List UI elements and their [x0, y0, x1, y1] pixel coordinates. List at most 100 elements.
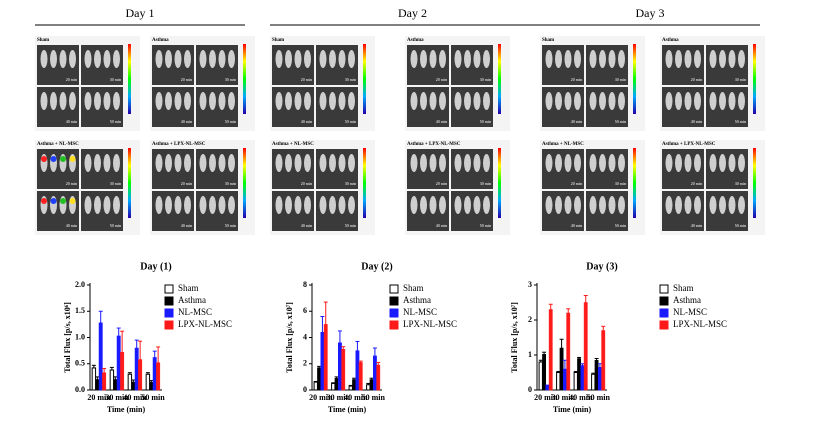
colorbar	[633, 148, 636, 218]
mouse	[728, 50, 736, 68]
time-label: 20 min	[691, 181, 702, 186]
mouse	[599, 196, 606, 214]
panel-label: Asthma	[407, 38, 424, 43]
mouse	[59, 92, 67, 110]
time-label: 40 min	[181, 223, 192, 228]
mouse	[184, 196, 191, 214]
mouse	[483, 50, 490, 68]
mouse	[728, 92, 736, 110]
mouse	[439, 154, 446, 172]
bar	[98, 322, 103, 391]
mouse	[410, 154, 418, 172]
y-tick-label: 1.0	[75, 332, 85, 341]
panel-label: Asthma	[152, 38, 169, 43]
x-tick-label: 50 min	[362, 393, 386, 402]
time-label: 40 min	[436, 119, 447, 124]
mouse	[338, 50, 346, 68]
mouse	[665, 154, 673, 172]
time-label: 40 min	[301, 119, 312, 124]
mouse	[454, 50, 462, 68]
mouse	[209, 196, 216, 214]
bar	[113, 379, 118, 391]
x-axis-label: Time (min)	[553, 405, 592, 414]
mouse	[184, 92, 191, 110]
mouse	[483, 196, 490, 214]
mouse	[694, 154, 701, 172]
bar	[542, 354, 546, 391]
time-label: 20 min	[691, 77, 702, 82]
bar	[559, 347, 564, 391]
mouse	[294, 154, 302, 172]
time-label: 30 min	[345, 181, 356, 186]
panel-label: Sham	[37, 38, 50, 43]
mouse	[285, 196, 292, 214]
x-tick-label: 50 min	[587, 393, 611, 402]
mouse	[184, 154, 191, 172]
time-label: 20 min	[436, 181, 447, 186]
colorbar	[633, 44, 636, 114]
mouse	[429, 196, 437, 214]
mouse	[410, 92, 418, 110]
y-axis-label: Total Flux [p/s, x10⁷]	[285, 302, 294, 373]
signal	[69, 156, 76, 162]
mouse	[84, 154, 92, 172]
mouse	[218, 92, 226, 110]
bar	[149, 381, 154, 391]
mouse	[694, 50, 701, 68]
time-label: 50 min	[110, 223, 121, 228]
mouse	[473, 92, 481, 110]
legend-label: Sham	[403, 283, 424, 293]
y-tick-label: 6	[303, 306, 307, 315]
mouse	[454, 92, 462, 110]
mouse	[209, 154, 216, 172]
mouse	[319, 50, 327, 68]
mouse	[684, 50, 692, 68]
mouse	[684, 92, 692, 110]
bar	[91, 367, 97, 391]
mouse	[564, 196, 572, 214]
mouse	[429, 50, 437, 68]
mouse	[174, 50, 182, 68]
mouse	[599, 50, 606, 68]
mouse	[589, 92, 597, 110]
time-label: 30 min	[480, 181, 491, 186]
mouse	[165, 92, 172, 110]
mouse	[608, 92, 616, 110]
mouse	[738, 196, 745, 214]
mouse	[454, 196, 462, 214]
mouse	[665, 50, 673, 68]
mouse	[304, 92, 311, 110]
mouse	[84, 92, 92, 110]
mouse	[94, 92, 101, 110]
chart-title: Day (3)	[586, 261, 617, 272]
mouse	[599, 92, 606, 110]
colorbar	[128, 148, 131, 218]
mouse	[420, 196, 427, 214]
mouse	[564, 50, 572, 68]
mouse	[338, 196, 346, 214]
mouse	[574, 92, 581, 110]
y-tick-label: 4	[303, 332, 307, 341]
y-tick-label: 8	[303, 280, 307, 289]
mouse	[40, 50, 48, 68]
mouse	[69, 92, 76, 110]
mouse	[94, 50, 101, 68]
time-label: 20 min	[66, 181, 77, 186]
panel-label: Asthma	[662, 38, 679, 43]
time-label: 30 min	[225, 181, 236, 186]
panel-label: Asthma + LPX-NL-MSC	[662, 142, 716, 147]
mouse	[103, 50, 111, 68]
signal	[69, 198, 76, 204]
bar	[338, 342, 342, 391]
panel-label: Asthma + LPX-NL-MSC	[407, 142, 461, 147]
time-label: 40 min	[436, 223, 447, 228]
bar	[145, 373, 151, 391]
mouse	[429, 92, 437, 110]
mouse	[410, 50, 418, 68]
bar	[348, 385, 353, 391]
mouse	[473, 50, 481, 68]
mouse	[473, 154, 481, 172]
time-label: 40 min	[66, 223, 77, 228]
y-tick-label: 0	[303, 385, 307, 394]
mouse	[319, 92, 327, 110]
